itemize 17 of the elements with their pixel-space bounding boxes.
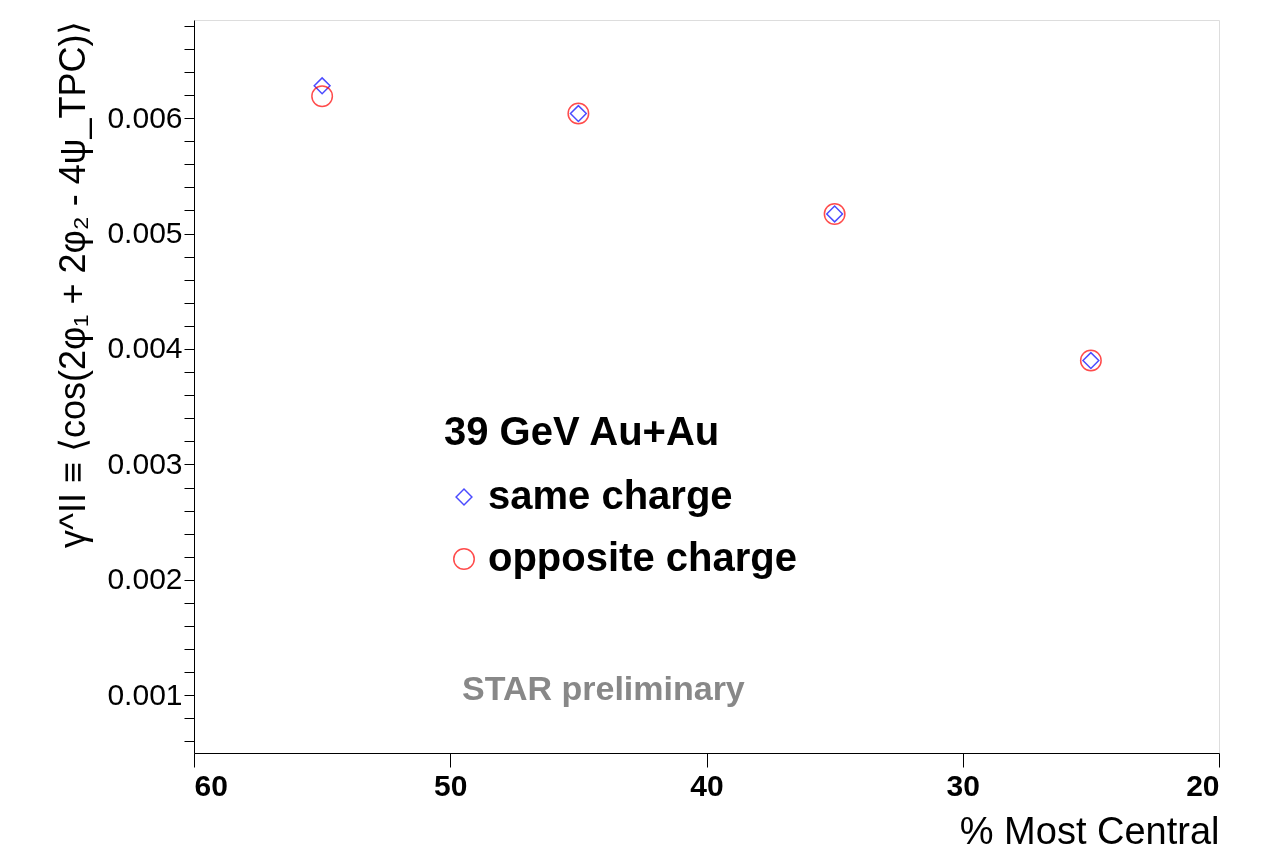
legend-label: same charge bbox=[488, 473, 733, 517]
y-tick-label: 0.005 bbox=[107, 216, 183, 250]
legend-label: opposite charge bbox=[488, 535, 797, 579]
y-tick-label: 0.003 bbox=[107, 446, 183, 480]
y-axis-title: γ^II ≡ ⟨cos(2φ₁ + 2φ₂ - 4ψ_TPC)⟩ bbox=[52, 20, 94, 548]
y-tick-label: 0.002 bbox=[107, 562, 183, 596]
x-tick-label: 40 bbox=[690, 768, 724, 802]
x-tick-label: 50 bbox=[434, 768, 468, 802]
x-tick-label: 30 bbox=[946, 768, 980, 802]
y-tick-label: 0.006 bbox=[107, 100, 183, 134]
legend-title: 39 GeV Au+Au bbox=[444, 409, 720, 453]
x-tick-label: 60 bbox=[194, 768, 228, 802]
x-axis-title: % Most Central bbox=[959, 809, 1220, 852]
y-tick-label: 0.004 bbox=[107, 331, 183, 365]
y-tick-label: 0.001 bbox=[107, 677, 183, 711]
annotation: STAR preliminary bbox=[462, 669, 745, 707]
x-tick-label: 20 bbox=[1186, 768, 1220, 802]
